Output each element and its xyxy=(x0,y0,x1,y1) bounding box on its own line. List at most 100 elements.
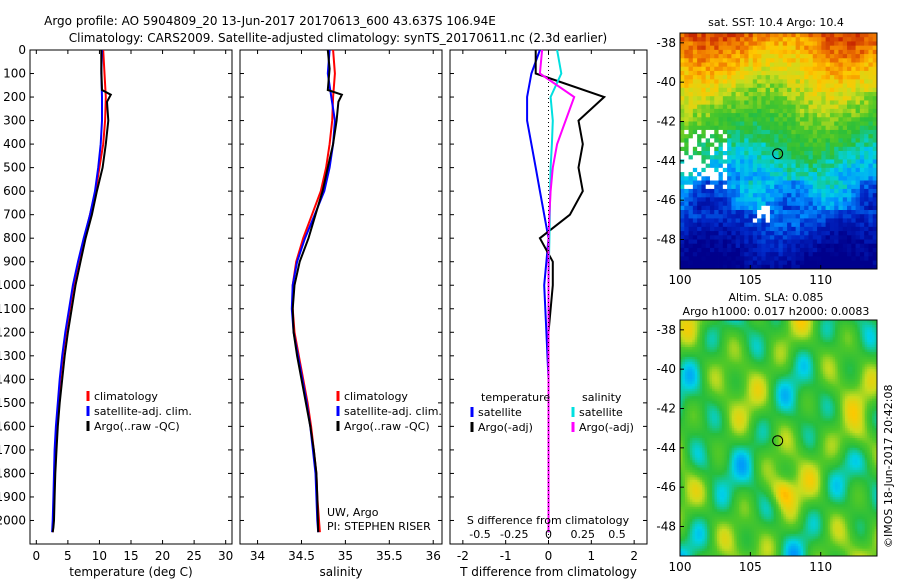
map-cell xyxy=(722,142,728,148)
map-cell xyxy=(837,334,841,338)
map-cell xyxy=(714,184,719,190)
map-cell xyxy=(815,324,819,328)
map-cell xyxy=(855,96,861,101)
map-cell xyxy=(851,226,856,232)
map-cell xyxy=(727,70,732,76)
map-cell xyxy=(709,342,713,345)
y-tick-label: -44 xyxy=(656,154,676,168)
map-cell xyxy=(776,349,779,353)
map-cell xyxy=(761,167,767,173)
map-cell xyxy=(855,33,861,38)
map-cell xyxy=(795,344,799,348)
map-cell xyxy=(701,117,707,122)
map-cell xyxy=(867,329,871,333)
map-cell xyxy=(692,142,698,148)
map-cell xyxy=(825,379,829,382)
map-cell xyxy=(774,79,779,84)
y-tick-label: -42 xyxy=(656,115,676,129)
map-cell xyxy=(867,381,871,385)
map-cell xyxy=(778,381,782,385)
map-cell xyxy=(688,37,694,42)
map-cell xyxy=(844,332,848,336)
map-cell xyxy=(704,349,708,353)
map-cell xyxy=(872,146,878,152)
map-cell xyxy=(829,231,835,236)
map-cell xyxy=(680,342,683,345)
map-cell xyxy=(872,176,878,181)
legend-label: Argo(..raw -QC) xyxy=(94,420,180,433)
map-cell xyxy=(735,108,741,114)
map-cell xyxy=(822,379,826,382)
map-cell xyxy=(854,359,858,363)
map-cell xyxy=(864,379,868,382)
map-cell xyxy=(692,332,696,336)
map-cell xyxy=(822,374,826,377)
map-cell xyxy=(800,366,804,370)
map-cell xyxy=(805,374,809,377)
map-cell xyxy=(726,371,730,375)
map-cell xyxy=(689,381,693,385)
map-cell xyxy=(688,108,694,114)
map-cell xyxy=(765,155,771,160)
map-cell xyxy=(825,176,831,181)
map-cell xyxy=(709,54,715,59)
map-cell xyxy=(812,113,818,118)
map-cell xyxy=(864,222,869,228)
map-cell xyxy=(842,180,848,186)
map-cell xyxy=(709,371,713,375)
map-cell xyxy=(844,369,848,373)
map-cell xyxy=(808,100,814,106)
map-cell xyxy=(825,231,831,236)
map-cell xyxy=(829,222,835,228)
map-cell xyxy=(799,54,805,59)
map-cell xyxy=(701,184,707,190)
map-cell xyxy=(804,252,809,257)
map-cell xyxy=(689,366,693,370)
map-cell xyxy=(829,79,835,84)
map-cell xyxy=(684,369,688,373)
map-cell xyxy=(812,329,816,333)
map-cell xyxy=(721,320,725,323)
map-cell xyxy=(704,342,708,345)
map-cell xyxy=(847,83,852,89)
map-cell xyxy=(868,138,874,143)
map-cell xyxy=(834,83,839,89)
map-cell xyxy=(680,62,685,68)
map-cell xyxy=(746,327,750,331)
map-cell xyxy=(705,256,711,261)
map-cell xyxy=(829,256,835,261)
map-cell xyxy=(791,159,797,165)
map-cell xyxy=(834,108,839,114)
map-cell xyxy=(758,374,762,377)
map-cell xyxy=(727,138,732,143)
map-cell xyxy=(782,41,788,47)
map-cell xyxy=(864,381,868,385)
map-cell xyxy=(778,172,784,177)
map-cell xyxy=(778,351,782,355)
map-cell xyxy=(722,104,728,110)
map-cell xyxy=(734,356,738,360)
map-cell xyxy=(791,121,797,127)
map-cell xyxy=(812,104,818,110)
map-cell xyxy=(872,113,878,118)
map-cell xyxy=(868,243,874,249)
map-cell xyxy=(872,210,878,215)
map-cell xyxy=(864,54,869,59)
map-cell xyxy=(847,226,852,232)
map-cell xyxy=(769,58,775,63)
map-cell xyxy=(835,374,838,377)
map-cell xyxy=(731,142,737,148)
map-cell xyxy=(766,351,770,355)
map-cell xyxy=(829,172,835,177)
map-cell xyxy=(741,351,745,355)
map-cell xyxy=(744,243,749,249)
map-cell xyxy=(752,129,758,135)
map-cell xyxy=(684,87,689,93)
map-cell xyxy=(726,366,730,370)
map-cell xyxy=(849,342,853,345)
map-cell xyxy=(718,163,724,169)
map-cell xyxy=(718,151,724,156)
map-cell xyxy=(680,121,685,127)
map-cell xyxy=(748,62,754,68)
map-cell xyxy=(864,92,869,97)
